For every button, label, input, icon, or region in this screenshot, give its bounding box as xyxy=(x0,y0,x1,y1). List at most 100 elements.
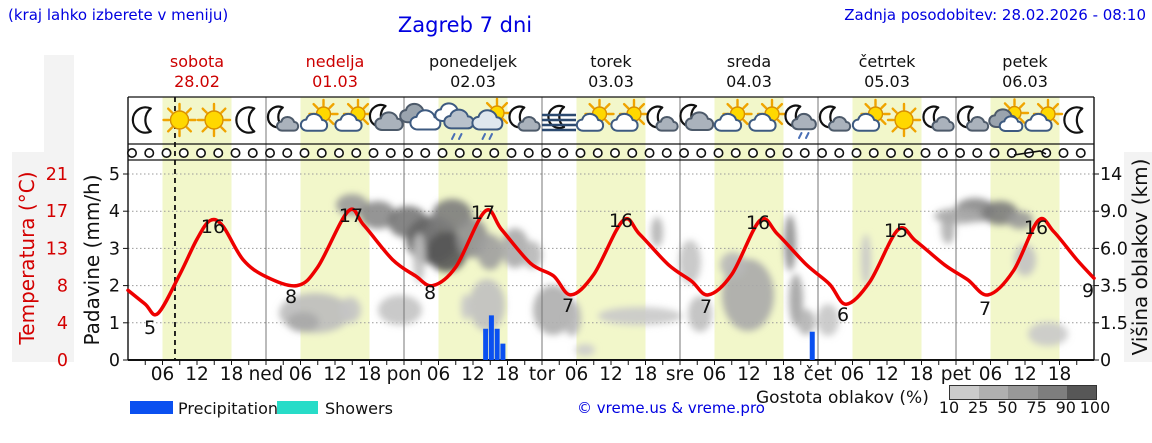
cloud-height-tick-label: 1.5 xyxy=(1100,314,1128,334)
wind-calm-circle xyxy=(558,148,569,159)
day-header: nedelja 01.03 xyxy=(266,52,404,92)
temperature-value-label: 16 xyxy=(1024,217,1048,239)
wind-calm-circle xyxy=(523,148,534,159)
day-date: 06.03 xyxy=(1002,72,1048,91)
copyright-link[interactable]: © vreme.us & vreme.pro xyxy=(577,399,765,417)
wind-calm-circle xyxy=(299,148,310,159)
temperature-value-label: 5 xyxy=(144,317,156,339)
colorbar-tick-label: 10 xyxy=(938,398,960,417)
wind-calm-circle xyxy=(351,148,362,159)
wind-calm-circle xyxy=(333,148,344,159)
cloud-blob xyxy=(1014,244,1036,276)
cloud-blob xyxy=(817,304,839,336)
day-header: sobota 28.02 xyxy=(128,52,266,92)
wind-calm-circle xyxy=(903,148,914,159)
wind-calm-circle xyxy=(213,148,224,159)
cloud-height-tick-label: 3.5 xyxy=(1100,277,1128,297)
moon-cloud-icon xyxy=(818,105,852,132)
wind-calm-circle xyxy=(713,148,724,159)
day-date: 01.03 xyxy=(312,72,358,91)
cloud-blob xyxy=(651,217,663,247)
wind-calm-circle xyxy=(989,148,1000,159)
wind-calm-circle xyxy=(1075,148,1086,159)
wind-calm-circle xyxy=(282,148,293,159)
wind-calm-circle xyxy=(696,148,707,159)
x-hour-label: 06 xyxy=(841,364,865,385)
sun-cloud-icon xyxy=(610,98,650,132)
axis-bg-strip xyxy=(12,152,74,362)
cloud-blob xyxy=(360,201,396,229)
precip-tick-label: 2 xyxy=(109,277,120,297)
x-hour-label: 12 xyxy=(737,364,761,385)
cloud-blob xyxy=(797,309,815,335)
menu-hint: (kraj lahko izberete v meniju) xyxy=(8,6,229,24)
x-hour-label: 12 xyxy=(875,364,899,385)
sun-cloud-icon xyxy=(713,98,753,132)
x-hour-label: 18 xyxy=(772,364,796,385)
x-hour-label: 06 xyxy=(151,364,175,385)
x-hour-label: 06 xyxy=(979,364,1003,385)
temp-tick-label: 0 xyxy=(57,351,68,371)
cloud-blob xyxy=(789,274,803,326)
precipitation-bar xyxy=(500,343,506,360)
x-hour-label: 06 xyxy=(565,364,589,385)
x-hour-label: 18 xyxy=(634,364,658,385)
moon-cloud-icon xyxy=(956,105,990,132)
wind-calm-circle xyxy=(368,148,379,159)
x-day-abbrev-label: pon xyxy=(387,364,422,385)
day-date: 04.03 xyxy=(726,72,772,91)
wind-calm-circle xyxy=(196,148,207,159)
moon-icon xyxy=(235,106,256,134)
moon-cloud-icon xyxy=(646,105,679,132)
temperature-curve xyxy=(126,207,1096,317)
wind-calm-circle xyxy=(747,148,758,159)
cloud-blob xyxy=(336,194,368,216)
temp-tick-label: 21 xyxy=(46,165,68,185)
sun-icon xyxy=(196,102,232,138)
cloud-height-tick-label: 6.0 xyxy=(1100,239,1128,259)
cloud-blob xyxy=(688,296,712,332)
sun-cloud-icon xyxy=(575,98,615,132)
wind-calm-circle xyxy=(230,148,241,159)
temperature-value-label: 8 xyxy=(424,282,436,304)
wind-calm-circle xyxy=(264,148,275,159)
temperature-value-label: 16 xyxy=(609,210,633,232)
precipitation-bar xyxy=(809,331,815,360)
temperature-value-label: 16 xyxy=(746,212,770,234)
moon-cloud-icon xyxy=(508,105,541,132)
axis-bg-strip xyxy=(44,55,74,155)
day-name: petek xyxy=(1002,52,1048,71)
cloud-blob xyxy=(378,295,422,325)
wind-calm-circle xyxy=(730,148,741,159)
cloud-density-colorbar xyxy=(949,385,1097,400)
wind-calm-circle xyxy=(471,148,482,159)
wind-calm-circle xyxy=(144,148,155,159)
cloud-blob xyxy=(469,279,505,331)
wind-calm-circle xyxy=(885,148,896,159)
cloud-blob xyxy=(339,297,361,323)
x-hour-label: 18 xyxy=(220,364,244,385)
temperature-value-label: 15 xyxy=(884,220,908,242)
cloud-blob xyxy=(598,307,682,325)
moon-graycloud-icon xyxy=(368,103,404,131)
x-hour-label: 06 xyxy=(427,364,451,385)
wind-calm-circle xyxy=(834,148,845,159)
two-clouds-icon xyxy=(399,102,442,131)
x-day-abbrev-label: tor xyxy=(529,364,556,385)
colorbar-segment xyxy=(950,386,980,399)
cloud-blob xyxy=(1028,322,1068,346)
cloud-blob xyxy=(861,234,871,286)
x-hour-label: 18 xyxy=(496,364,520,385)
wind-calm-circle xyxy=(540,148,551,159)
wind-calm-circle xyxy=(454,148,465,159)
cloud-blob xyxy=(413,233,425,283)
x-hour-label: 12 xyxy=(323,364,347,385)
day-date: 02.03 xyxy=(450,72,496,91)
x-hour-label: 12 xyxy=(461,364,485,385)
wind-calm-circle xyxy=(678,148,689,159)
wind-calm-circle xyxy=(972,148,983,159)
cloud-blob xyxy=(784,215,796,271)
precipitation-bar xyxy=(494,328,500,360)
wind-calm-circle xyxy=(782,148,793,159)
